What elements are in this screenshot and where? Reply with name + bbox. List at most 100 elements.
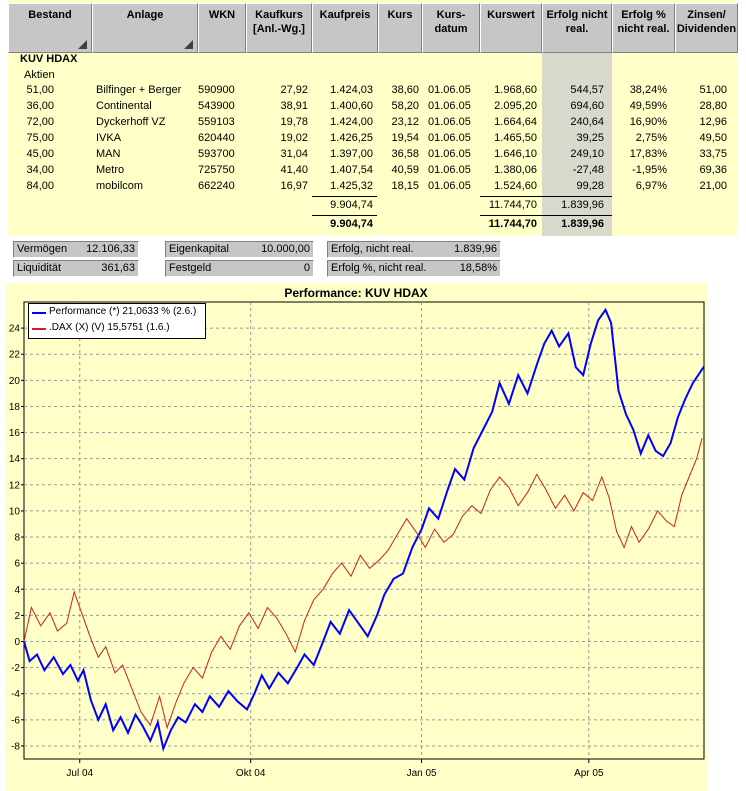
cell-erfolg: -27,48 bbox=[572, 164, 604, 176]
total-erfolg: 1.839,96 bbox=[561, 218, 604, 230]
column-header-label: Kaufkurs [Anl.-Wg.] bbox=[253, 9, 305, 35]
cell-bestand: 34,00 bbox=[26, 164, 54, 176]
cell-erfolg-pct: 17,83% bbox=[629, 148, 667, 160]
column-header[interactable]: Kurs-datum bbox=[422, 3, 480, 53]
eigenkapital-box: Eigenkapital 10.000,00 bbox=[165, 241, 314, 258]
cell-kaufpreis: 1.426,25 bbox=[330, 132, 373, 144]
cell-wkn: 593700 bbox=[198, 148, 235, 160]
cell-kaufpreis: 1.407,54 bbox=[330, 164, 373, 176]
table-row[interactable]: 36,00 Continental 543900 38,91 1.400,60 58,20… bbox=[8, 100, 738, 116]
column-header[interactable]: Erfolg % nicht real. bbox=[612, 3, 675, 53]
vermoegen-value: 12.106,33 bbox=[86, 243, 135, 255]
erfolg-box: Erfolg, nicht real. 1.839,96 bbox=[327, 241, 501, 258]
erfolg-label: Erfolg, nicht real. bbox=[331, 243, 414, 255]
cell-erfolg: 544,57 bbox=[570, 84, 604, 96]
performance-chart: -8 -6 -4 -2 0 2 4 6 8 10 12 14 16 18 20 22 24 Jul 04 Okt 0… bbox=[5, 283, 707, 791]
column-header-label: Kurs bbox=[387, 9, 413, 21]
cell-kurs: 18,15 bbox=[391, 180, 419, 192]
column-header[interactable]: Erfolg nicht real. bbox=[542, 3, 612, 53]
column-header[interactable]: Kaufkurs [Anl.-Wg.] bbox=[246, 3, 312, 53]
y-tick-label: 18 bbox=[9, 402, 21, 413]
x-tick-label: Apr 05 bbox=[574, 768, 604, 779]
cell-erfolg: 249,10 bbox=[570, 148, 604, 160]
asset-class-label: Aktien bbox=[24, 69, 55, 81]
column-header[interactable]: Kaufpreis bbox=[312, 3, 378, 53]
subtotal-row: 9.904,74 11.744,70 1.839,96 bbox=[8, 199, 738, 215]
table-row[interactable]: 75,00 IVKA 620440 19,02 1.426,25 19,54 01.06.0… bbox=[8, 132, 738, 148]
cell-datum: 01.06.05 bbox=[428, 180, 471, 192]
x-tick-label: Jul 04 bbox=[66, 768, 93, 779]
y-tick-label: 10 bbox=[9, 506, 21, 517]
cell-kurswert: 1.524,60 bbox=[494, 180, 537, 192]
sort-indicator-icon[interactable] bbox=[78, 40, 87, 49]
cell-kaufpreis: 1.400,60 bbox=[330, 100, 373, 112]
column-header-label: Anlage bbox=[126, 9, 164, 21]
column-header-label: Kurs-datum bbox=[434, 9, 468, 35]
festgeld-box: Festgeld 0 bbox=[165, 260, 314, 277]
cell-erfolg: 39,25 bbox=[576, 132, 604, 144]
cell-anlage: MAN bbox=[96, 148, 121, 160]
cell-wkn: 590900 bbox=[198, 84, 235, 96]
cell-kurswert: 1.664,64 bbox=[494, 116, 537, 128]
cell-kurswert: 2.095,20 bbox=[494, 100, 537, 112]
eigenkapital-value: 10.000,00 bbox=[261, 243, 310, 255]
vermoegen-box: Vermögen 12.106,33 bbox=[13, 241, 139, 258]
column-header-label: Kurswert bbox=[487, 9, 535, 21]
cell-kurs: 38,60 bbox=[391, 84, 419, 96]
column-header[interactable]: WKN bbox=[198, 3, 246, 53]
legend-label-dax: .DAX (X) (V) 15,5751 (1.6.) bbox=[49, 322, 170, 333]
cell-datum: 01.06.05 bbox=[428, 100, 471, 112]
series-line-dax bbox=[23, 437, 703, 730]
cell-kurswert: 1.646,10 bbox=[494, 148, 537, 160]
column-header-label: Erfolg nicht real. bbox=[546, 9, 608, 35]
y-tick-label: 4 bbox=[14, 585, 20, 596]
table-row[interactable]: 72,00 Dyckerhoff VZ 559103 19,78 1.424,00 23,… bbox=[8, 116, 738, 132]
column-header[interactable]: Kurswert bbox=[480, 3, 542, 53]
cell-kurs: 23,12 bbox=[391, 116, 419, 128]
cell-kaufpreis: 1.425,32 bbox=[330, 180, 373, 192]
cell-bestand: 84,00 bbox=[26, 180, 54, 192]
vermoegen-label: Vermögen bbox=[17, 243, 68, 255]
column-header-label: Kaufpreis bbox=[319, 9, 371, 21]
table-row[interactable]: 45,00 MAN 593700 31,04 1.397,00 36,58 01.06.05… bbox=[8, 148, 738, 164]
cell-anlage: Continental bbox=[96, 100, 152, 112]
x-tick-label: Okt 04 bbox=[236, 768, 266, 779]
sort-indicator-icon[interactable] bbox=[184, 40, 193, 49]
cell-bestand: 51,00 bbox=[26, 84, 54, 96]
table-row[interactable]: 51,00 Bilfinger + Berger 590900 27,92 1.424,… bbox=[8, 84, 738, 100]
subtotal-kaufpreis: 9.904,74 bbox=[330, 199, 373, 211]
cell-datum: 01.06.05 bbox=[428, 148, 471, 160]
cell-zinsen: 51,00 bbox=[699, 84, 727, 96]
column-header[interactable]: Bestand bbox=[8, 3, 92, 53]
cell-wkn: 725750 bbox=[198, 164, 235, 176]
cell-wkn: 620440 bbox=[198, 132, 235, 144]
subtotal-line bbox=[312, 196, 377, 197]
cell-bestand: 72,00 bbox=[26, 116, 54, 128]
column-header-label: WKN bbox=[208, 9, 236, 21]
cell-kurswert: 1.968,60 bbox=[494, 84, 537, 96]
festgeld-label: Festgeld bbox=[169, 262, 212, 274]
cell-datum: 01.06.05 bbox=[428, 84, 471, 96]
chart-legend: Performance (*) 21,0633 % (2.6.) .DAX (X… bbox=[28, 303, 206, 339]
erfolg-column-highlight bbox=[542, 53, 612, 236]
cell-zinsen: 28,80 bbox=[699, 100, 727, 112]
cell-zinsen: 12,96 bbox=[699, 116, 727, 128]
total-kaufpreis: 9.904,74 bbox=[330, 218, 373, 230]
column-header[interactable]: Kurs bbox=[378, 3, 422, 53]
cell-wkn: 543900 bbox=[198, 100, 235, 112]
table-row[interactable]: 84,00 mobilcom 662240 16,97 1.425,32 18,15 01.… bbox=[8, 180, 738, 196]
column-header[interactable]: Anlage bbox=[92, 3, 198, 53]
column-header[interactable]: Zinsen/ Dividenden bbox=[675, 3, 738, 53]
y-tick-label: -2 bbox=[11, 663, 20, 674]
erfolg-value: 1.839,96 bbox=[454, 243, 497, 255]
cell-bestand: 75,00 bbox=[26, 132, 54, 144]
total-line bbox=[312, 215, 377, 216]
cell-erfolg-pct: 6,97% bbox=[635, 180, 667, 192]
cell-kaufkurs: 31,04 bbox=[280, 148, 308, 160]
cell-erfolg-pct: 16,90% bbox=[629, 116, 667, 128]
y-tick-label: -6 bbox=[11, 715, 20, 726]
table-row[interactable]: 34,00 Metro 725750 41,40 1.407,54 40,59 01.06.… bbox=[8, 164, 738, 180]
subtotal-kurswert: 11.744,70 bbox=[488, 199, 537, 211]
cell-datum: 01.06.05 bbox=[428, 164, 471, 176]
cell-kaufkurs: 38,91 bbox=[280, 100, 308, 112]
